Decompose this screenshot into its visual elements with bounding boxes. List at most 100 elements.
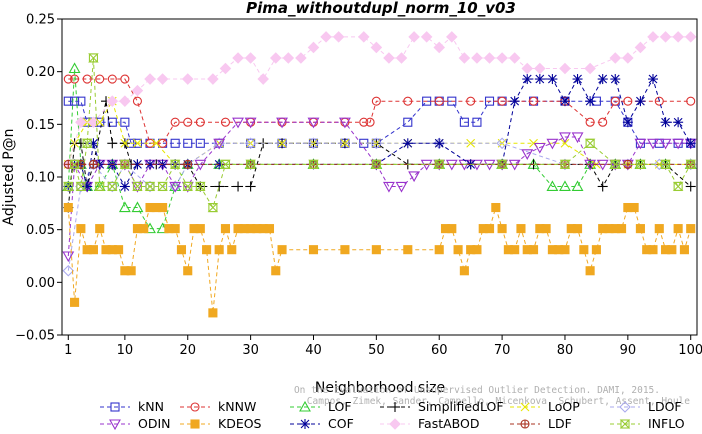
data-point	[106, 180, 119, 193]
data-point	[277, 245, 287, 255]
data-point	[534, 62, 546, 75]
data-point	[88, 53, 99, 63]
data-point	[195, 117, 205, 127]
data-point	[70, 297, 80, 307]
legend-label: KDEOS	[218, 416, 262, 431]
data-point	[459, 266, 469, 276]
data-point	[673, 224, 683, 234]
data-point	[202, 245, 212, 255]
data-point	[219, 62, 232, 75]
data-point	[232, 52, 244, 64]
data-point	[308, 159, 319, 169]
data-point	[295, 52, 307, 64]
data-point	[120, 138, 130, 148]
legend-item-ldf: LDF	[510, 416, 572, 431]
y-tick-label: 0.20	[26, 65, 55, 80]
data-point	[597, 74, 608, 85]
data-point	[183, 138, 193, 148]
data-point	[75, 138, 86, 149]
data-point	[88, 245, 98, 255]
y-axis: −0.05 0.00 0.05 0.10 0.15 0.20 0.25	[15, 13, 62, 344]
data-point	[610, 74, 621, 85]
data-point	[158, 202, 168, 213]
data-point	[403, 96, 413, 106]
data-point	[119, 181, 130, 192]
data-point	[433, 159, 445, 169]
legend-marker	[520, 419, 530, 429]
data-point	[521, 149, 534, 160]
data-point	[220, 224, 231, 234]
series-line	[67, 121, 691, 257]
data-point	[466, 138, 476, 148]
data-point	[371, 245, 381, 255]
data-point	[497, 224, 507, 234]
data-point	[264, 224, 275, 234]
data-point	[653, 158, 666, 171]
legend-marker	[109, 419, 121, 431]
legend-label: kNN	[138, 399, 164, 414]
data-point	[131, 84, 144, 97]
data-point	[245, 159, 256, 169]
data-point	[472, 245, 482, 255]
data-point	[244, 117, 257, 129]
data-point	[244, 137, 257, 150]
legend-label: ODIN	[138, 416, 171, 431]
legend-label: LDF	[548, 416, 572, 431]
data-point	[509, 96, 520, 107]
data-point	[403, 117, 413, 127]
data-point	[647, 74, 658, 85]
data-point	[114, 245, 124, 255]
data-point	[157, 181, 168, 192]
data-point	[559, 96, 570, 107]
watermark-line-1: Campos, Zimek, Sander, Campello, Micenko…	[307, 396, 690, 407]
legend-label: SimplifiedLOF	[418, 399, 504, 414]
data-point	[458, 52, 471, 64]
y-tick-label: −0.05	[15, 329, 55, 344]
watermark-line-2: On the Evaluation of Unsupervised Outlie…	[294, 385, 660, 396]
data-point	[169, 159, 181, 169]
series-layer	[62, 31, 697, 318]
data-point	[207, 202, 219, 213]
data-point	[522, 74, 533, 85]
data-point	[118, 201, 131, 213]
data-point	[546, 180, 559, 192]
data-point	[144, 180, 156, 193]
data-point	[547, 74, 558, 85]
data-point	[269, 52, 282, 64]
legend-marker	[190, 419, 200, 429]
data-point	[617, 224, 627, 234]
data-point	[194, 181, 206, 192]
y-axis-label: Adjusted P@n	[1, 128, 17, 225]
data-point	[609, 159, 621, 169]
data-point	[623, 96, 633, 106]
legend-marker	[300, 419, 310, 429]
series-line	[67, 57, 692, 209]
data-point	[528, 96, 539, 106]
legend-marker	[619, 419, 631, 429]
data-point	[120, 117, 130, 127]
data-point	[571, 132, 584, 144]
data-point	[559, 180, 571, 192]
series-cof	[63, 74, 696, 192]
data-point	[591, 245, 601, 255]
legend-label: FastABOD	[418, 416, 480, 431]
data-point	[395, 181, 408, 193]
data-point	[182, 181, 194, 192]
data-point	[308, 245, 319, 255]
series-inflo	[62, 53, 697, 213]
data-point	[340, 245, 350, 255]
data-point	[403, 245, 413, 255]
legend-marker	[389, 418, 401, 430]
data-point	[685, 159, 697, 169]
data-point	[131, 201, 144, 213]
plot-area-frame	[61, 18, 698, 336]
data-point	[434, 96, 444, 106]
data-point	[95, 224, 105, 234]
data-point	[559, 159, 571, 169]
x-tick-label: 1	[64, 343, 72, 358]
data-point	[446, 31, 458, 43]
data-point	[497, 96, 507, 106]
data-point	[107, 74, 117, 84]
data-point	[183, 266, 193, 276]
